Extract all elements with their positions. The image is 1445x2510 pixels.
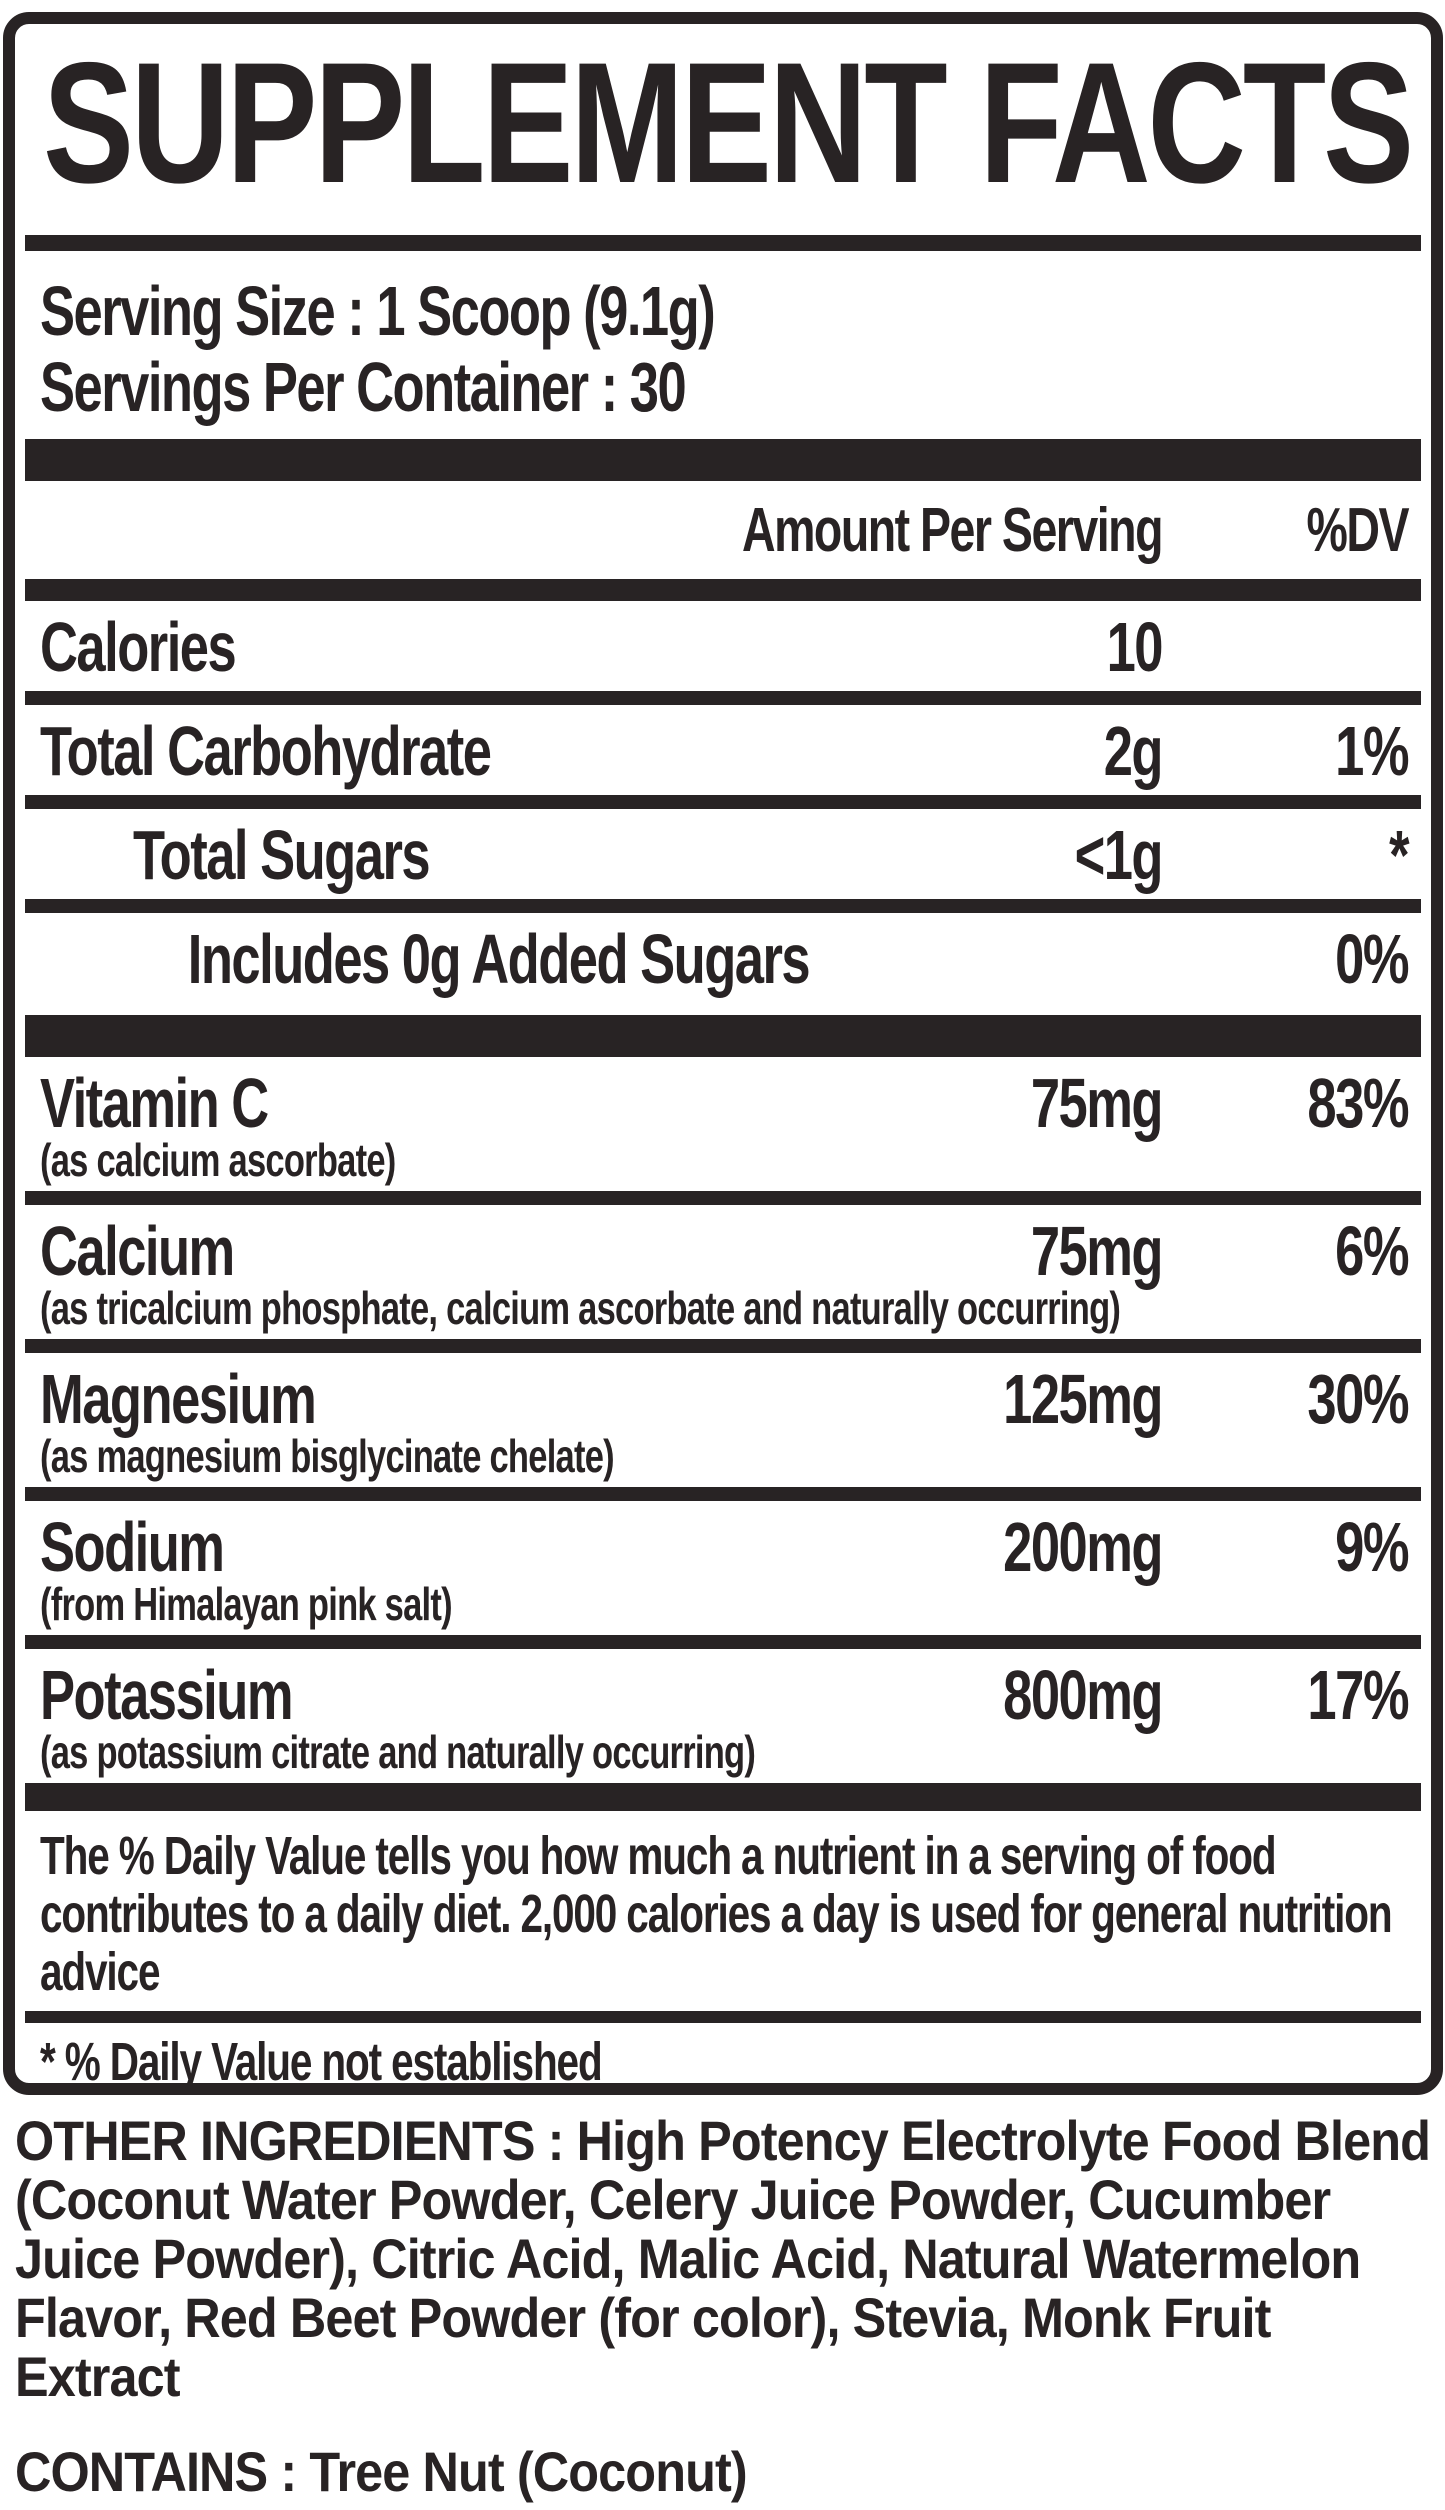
nutrient-amount: 800mg [1003, 1656, 1163, 1734]
divider-row [25, 1339, 1421, 1353]
divider-header [25, 579, 1421, 601]
asterisk-note: * % Daily Value not established [40, 2032, 603, 2092]
other-ingredients: OTHER INGREDIENTS : High Potency Electro… [15, 2111, 1445, 2406]
nutrient-name: Vitamin C [40, 1064, 269, 1142]
divider-section-vitamins [25, 1015, 1421, 1057]
contains-label: CONTAINS : [15, 2440, 297, 2503]
divider-row [25, 795, 1421, 809]
nutrient-row-sodium: Sodium 200mg 9% (from Himalayan pink sal… [25, 1501, 1421, 1635]
supplement-facts-title: SUPPLEMENT FACTS [43, 27, 1415, 219]
nutrient-row-total-carbohydrate: Total Carbohydrate 2g 1% [25, 705, 1421, 795]
nutrient-name: Total Sugars [133, 816, 431, 894]
nutrient-row-added-sugars: Includes 0g Added Sugars 0% [25, 913, 1421, 1003]
nutrient-row-calcium: Calcium 75mg 6% (as tricalcium phosphate… [25, 1205, 1421, 1339]
nutrient-amount: 75mg [1030, 1212, 1164, 1290]
amount-per-serving-header: Amount Per Serving [742, 496, 1164, 565]
divider-row [25, 1635, 1421, 1649]
nutrient-name: Total Carbohydrate [40, 712, 492, 790]
serving-info: Serving Size : 1 Scoop (9.1g) Servings P… [25, 272, 1431, 426]
nutrient-dv: 0% [1335, 920, 1409, 998]
divider-section-top [25, 439, 1421, 481]
divider-title [25, 235, 1421, 251]
nutrient-name: Calories [40, 608, 237, 686]
nutrient-dv: 6% [1335, 1212, 1409, 1290]
nutrient-row-total-sugars: Total Sugars <1g * [25, 809, 1421, 899]
nutrient-source: (as magnesium bisglycinate chelate) [40, 1430, 615, 1482]
panel-title-wrap: SUPPLEMENT FACTS [25, 24, 1421, 219]
nutrient-dv: 1% [1335, 712, 1409, 790]
nutrient-dv: * [1389, 816, 1409, 894]
nutrient-name: Calcium [40, 1212, 235, 1290]
divider-row [25, 899, 1421, 913]
daily-value-footnote: The % Daily Value tells you how much a n… [40, 1826, 1393, 2002]
serving-size-line: Serving Size : 1 Scoop (9.1g) [40, 272, 716, 350]
facts-panel: SUPPLEMENT FACTS Serving Size : 1 Scoop … [3, 12, 1443, 2095]
nutrient-source: (as tricalcium phosphate, calcium ascorb… [40, 1282, 1121, 1334]
nutrient-name: Includes 0g Added Sugars [187, 920, 811, 998]
nutrient-dv: 30% [1307, 1360, 1409, 1438]
nutrient-row-magnesium: Magnesium 125mg 30% (as magnesium bisgly… [25, 1353, 1421, 1487]
panel-title: SUPPLEMENT FACTS [43, 50, 1411, 200]
divider-asterisk [25, 2011, 1421, 2023]
divider-row [25, 1191, 1421, 1205]
nutrient-amount: 75mg [1030, 1064, 1164, 1142]
nutrient-dv: 83% [1307, 1064, 1409, 1142]
divider-row [25, 691, 1421, 705]
nutrient-row-potassium: Potassium 800mg 17% (as potassium citrat… [25, 1649, 1421, 1783]
nutrient-dv: 17% [1307, 1656, 1409, 1734]
servings-per-container-line: Servings Per Container : 30 [40, 348, 687, 426]
nutrient-amount: 125mg [1003, 1360, 1163, 1438]
nutrient-amount: 10 [1106, 608, 1164, 686]
nutrient-name: Sodium [40, 1508, 225, 1586]
contains-text: Tree Nut (Coconut) [309, 2440, 747, 2503]
nutrient-amount: <1g [1074, 816, 1164, 894]
nutrient-name: Potassium [40, 1656, 294, 1734]
other-ingredients-text: High Potency Electrolyte Food Blend (Coc… [15, 2109, 1431, 2408]
nutrient-row-calories: Calories 10 [25, 601, 1421, 691]
nutrient-name: Magnesium [40, 1360, 317, 1438]
nutrient-source: (as calcium ascorbate) [40, 1134, 396, 1186]
divider-row [25, 1487, 1421, 1501]
supplement-facts-label: SUPPLEMENT FACTS Serving Size : 1 Scoop … [0, 12, 1445, 2501]
table-header-row: Amount Per Serving %DV [25, 493, 1421, 569]
contains-statement: CONTAINS : Tree Nut (Coconut) [15, 2442, 1445, 2501]
nutrient-row-vitamin-c: Vitamin C 75mg 83% (as calcium ascorbate… [25, 1057, 1421, 1191]
nutrient-source: (from Himalayan pink salt) [40, 1578, 453, 1630]
percent-dv-header: %DV [1306, 496, 1410, 565]
nutrient-amount: 200mg [1003, 1508, 1163, 1586]
nutrient-dv: 9% [1335, 1508, 1409, 1586]
nutrient-source: (as potassium citrate and naturally occu… [40, 1726, 756, 1778]
other-ingredients-label: OTHER INGREDIENTS : [15, 2109, 564, 2172]
divider-section-footnote [25, 1783, 1421, 1811]
nutrient-amount: 2g [1103, 712, 1164, 790]
